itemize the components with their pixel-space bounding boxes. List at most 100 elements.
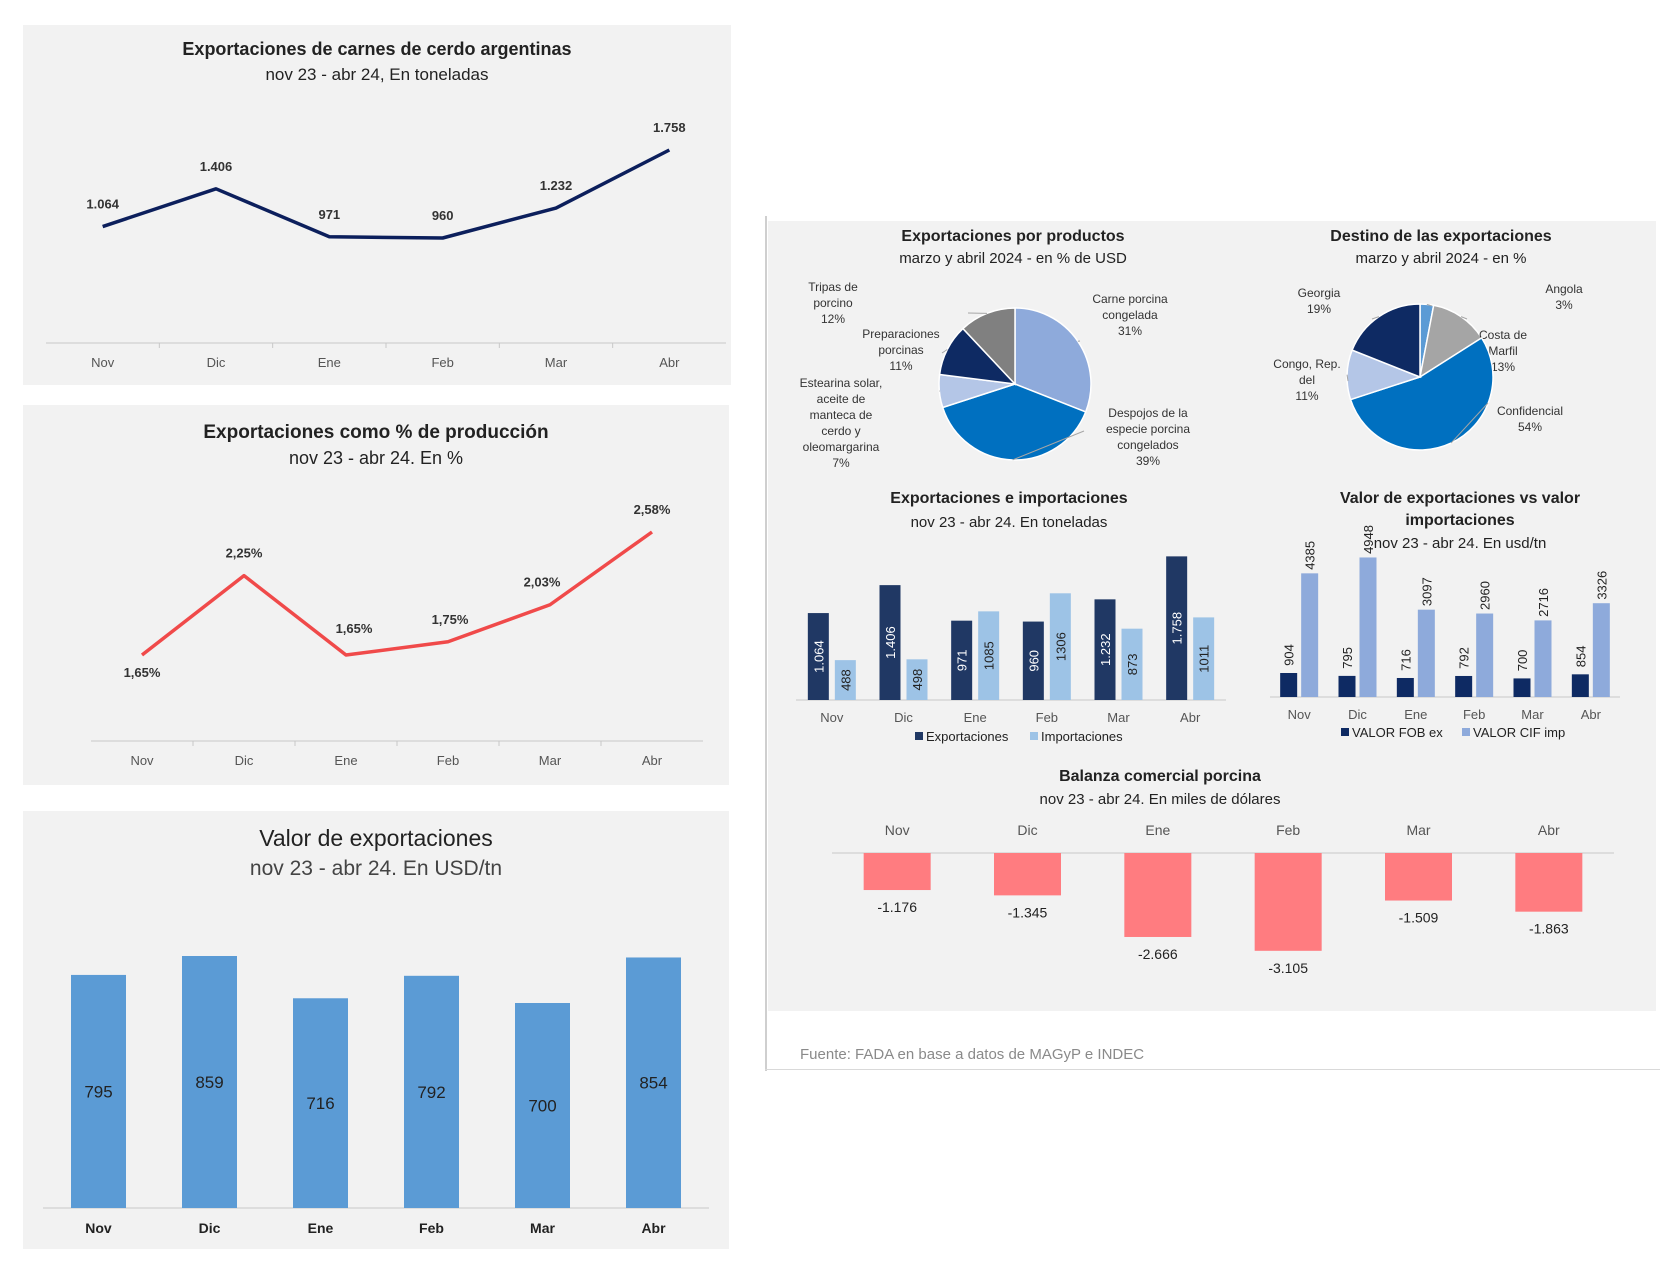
legend-swatch: [1462, 728, 1470, 736]
x-tick-label: Dic: [1348, 707, 1367, 722]
slice-label: Estearina solar,: [800, 376, 883, 390]
chart-subtitle: marzo y abril 2024 - en % de USD: [899, 250, 1127, 267]
x-tick-label: Ene: [1404, 707, 1427, 722]
data-label: 700: [1515, 650, 1530, 672]
slice-label: Tripas de: [808, 280, 858, 294]
data-label: 1.406: [883, 626, 898, 659]
slice-label: Costa de: [1479, 328, 1527, 342]
slice-label: 31%: [1118, 324, 1142, 338]
bar: [1476, 613, 1494, 697]
slice-label: Preparaciones: [862, 327, 939, 341]
x-tick-label: Feb: [1463, 707, 1485, 722]
x-tick-label: Mar: [1521, 707, 1544, 722]
divider: [765, 1069, 1660, 1070]
data-label: 859: [195, 1073, 223, 1092]
bar: [404, 975, 459, 1208]
slice-label: 11%: [889, 359, 912, 373]
bar: [1338, 675, 1356, 697]
x-tick-label: Feb: [1036, 710, 1058, 725]
slice-label: del: [1299, 373, 1315, 387]
slice-label: 12%: [821, 312, 845, 326]
chart-title: Exportaciones como % de producción: [203, 422, 548, 443]
chart-title: Exportaciones por productos: [901, 228, 1124, 245]
chart-subtitle: nov 23 - abr 24. En miles de dólares: [1040, 791, 1281, 808]
slice-label: Confidencial: [1497, 404, 1563, 418]
bar: [1417, 609, 1435, 697]
data-label: 3097: [1419, 577, 1434, 606]
data-label: 971: [318, 207, 340, 222]
chart-title: Exportaciones de carnes de cerdo argenti…: [182, 39, 571, 59]
data-label: 873: [1125, 653, 1140, 675]
data-label: 960: [432, 208, 454, 223]
slice-label: Marfil: [1488, 344, 1517, 358]
bar: [1124, 853, 1192, 937]
slice-label: Georgia: [1298, 286, 1341, 300]
pie-slice: [1351, 303, 1421, 379]
bar: [807, 613, 829, 700]
x-tick-label: Abr: [1538, 822, 1560, 838]
x-tick-label: Nov: [91, 355, 115, 370]
bar: [515, 1003, 570, 1208]
bar: [1193, 617, 1215, 700]
x-tick-label: Nov: [130, 753, 154, 768]
leader-line: [1371, 316, 1380, 320]
slice-label: Despojos de la: [1108, 406, 1188, 420]
slice-label: Carne porcina: [1092, 292, 1168, 306]
pie-slice: [1418, 304, 1483, 379]
x-tick-label: Abr: [1180, 710, 1201, 725]
chart-title: Valor de exportaciones vs valor: [1340, 490, 1580, 507]
data-label: -1.509: [1399, 910, 1439, 926]
bar: [1121, 628, 1143, 700]
panel-dashboard: Exportaciones por productos marzo y abril…: [768, 221, 1656, 1011]
legend-label: Importaciones: [1041, 729, 1123, 744]
data-label: 4948: [1361, 525, 1376, 554]
bar: [1049, 593, 1071, 700]
bar: [863, 853, 931, 891]
bar: [1455, 675, 1473, 697]
leader-line: [941, 349, 948, 354]
x-tick-label: Nov: [820, 710, 844, 725]
data-label: 716: [1398, 649, 1413, 671]
bar: [906, 659, 928, 700]
x-tick-label: Abr: [659, 355, 680, 370]
bar: [1301, 573, 1319, 697]
chart-subtitle: nov 23 - abr 24, En toneladas: [265, 65, 488, 84]
x-tick-label: Abr: [1581, 707, 1602, 722]
data-label: 1.232: [1098, 633, 1113, 666]
slice-label: especie porcina: [1106, 422, 1190, 436]
slice-label: oleomargarina: [803, 440, 880, 454]
data-label: 1.064: [86, 197, 119, 212]
x-tick-label: Ene: [334, 753, 357, 768]
data-label: -3.105: [1268, 960, 1308, 976]
chart-title: Destino de las exportaciones: [1330, 228, 1552, 245]
data-label: 1.758: [1170, 612, 1185, 645]
legend-label: Exportaciones: [926, 729, 1009, 744]
chart-subtitle: nov 23 - abr 24. En usd/tn: [1374, 535, 1547, 552]
data-label: 1085: [982, 641, 997, 670]
bar: [1513, 678, 1531, 697]
slice-label: 3%: [1555, 298, 1573, 312]
data-label: 1.758: [653, 120, 686, 135]
chart-exports-tonnes: Exportaciones de carnes de cerdo argenti…: [46, 39, 726, 370]
x-tick-label: Ene: [1145, 822, 1170, 838]
bar: [1094, 599, 1116, 700]
data-label: 2960: [1478, 581, 1493, 610]
data-label: 2,03%: [524, 575, 561, 590]
data-label: 795: [84, 1082, 112, 1101]
panel-exports-tonnes: Exportaciones de carnes de cerdo argenti…: [23, 25, 731, 385]
data-label: 1306: [1053, 632, 1068, 661]
data-label: 971: [955, 649, 970, 671]
data-label: -2.666: [1138, 946, 1178, 962]
legend-label: VALOR FOB ex: [1352, 725, 1443, 740]
slice-label: 7%: [832, 456, 850, 470]
slice-label: cerdo y: [821, 424, 860, 438]
data-label: -1.176: [877, 899, 917, 915]
x-tick-label: Ene: [964, 710, 987, 725]
slice-label: Congo, Rep.: [1273, 357, 1340, 371]
bar: [1254, 853, 1322, 951]
bar: [978, 611, 1000, 700]
divider: [765, 216, 767, 1071]
x-tick-label: Dic: [1017, 822, 1037, 838]
panel-exports-percent: Exportaciones como % de producción nov 23…: [23, 405, 729, 785]
data-label: -1.345: [1008, 904, 1048, 920]
